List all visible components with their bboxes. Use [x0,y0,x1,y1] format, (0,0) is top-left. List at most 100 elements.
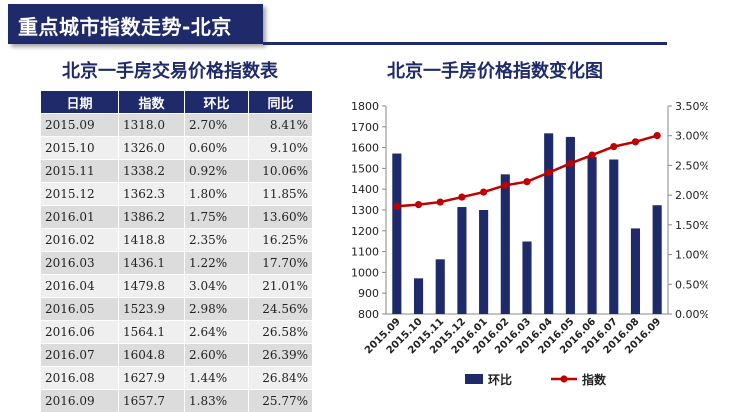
point-index [588,151,596,159]
left-tick-label: 800 [358,308,379,321]
cell-index: 1418.8 [118,228,185,252]
point-index [653,131,661,140]
cell-mom: 2.64% [184,320,249,344]
point-index [414,200,423,209]
left-tick-label: 1200 [351,225,379,238]
right-tick-label: 1.00% [675,249,708,262]
cell-yoy: 13.60% [248,205,313,229]
table-row: 2016.04 1479.8 3.04% 21.01% [40,274,313,298]
right-tick-label: 0.50% [675,278,708,291]
bar-mom [630,228,641,314]
cell-mom: 2.35% [184,228,249,252]
cell-date: 2016.02 [40,228,119,252]
point-index [523,178,531,186]
bar-mom [392,153,402,314]
cell-index: 1657.7 [118,389,185,413]
cell-mom: 0.60% [184,136,249,160]
left-tick-label: 1600 [351,142,379,155]
point-index [545,169,553,177]
title-underline [263,42,667,45]
table-row: 2016.06 1564.1 2.64% 26.58% [40,320,313,344]
cell-index: 1564.1 [118,320,185,344]
chart-container: 800 900 1000 1100 1200 1300 1400 1500 1600 1700 18… [338,92,710,408]
cell-yoy: 16.25% [248,228,313,252]
column-header-index: 指数 [118,90,185,114]
cell-yoy: 11.85% [248,182,313,206]
cell-date: 2016.04 [40,274,119,298]
left-tick-label: 1800 [351,100,379,113]
bar-mom [522,241,532,314]
legend-marker-index [560,375,568,383]
bar-mom [457,207,467,314]
table-row: 2015.09 1318.0 2.70% 8.41% [40,113,313,137]
cell-mom: 1.83% [184,389,249,413]
cell-yoy: 24.56% [248,297,313,321]
cell-yoy: 10.06% [248,159,313,183]
left-tick-label: 1700 [351,121,379,134]
cell-mom: 1.44% [184,366,249,390]
point-index [610,143,618,151]
cell-yoy: 26.39% [248,343,313,367]
cell-yoy: 17.70% [248,251,313,275]
point-index [393,202,401,210]
cell-index: 1326.0 [118,136,185,160]
table-row: 2016.01 1386.2 1.75% 13.60% [40,205,313,229]
point-index [480,188,488,196]
table-row: 2016.05 1523.9 2.98% 24.56% [40,297,313,321]
cell-yoy: 9.10% [248,136,313,160]
cell-mom: 2.98% [184,297,249,321]
left-tick-label: 1100 [351,246,379,259]
cell-index: 1436.1 [118,251,185,275]
legend-label-mom: 环比 [488,372,512,387]
cell-yoy: 26.84% [248,366,313,390]
legend-swatch-mom [465,374,483,384]
point-index [458,193,466,201]
cell-index: 1362.3 [118,182,185,206]
cell-date: 2016.03 [40,251,119,275]
cell-date: 2016.06 [40,320,119,344]
point-index [631,138,640,146]
point-index [566,159,574,168]
cell-date: 2015.09 [40,113,119,137]
left-tick-label: 1300 [351,204,379,217]
cell-index: 1318.0 [118,113,185,137]
table-row: 2016.08 1627.9 1.44% 26.84% [40,366,313,390]
cell-index: 1386.2 [118,205,185,229]
cell-date: 2016.01 [40,205,119,229]
cell-date: 2016.07 [40,343,119,367]
combo-chart: 800 900 1000 1100 1200 1300 1400 1500 1600 1700 18… [351,100,710,387]
cell-mom: 3.04% [184,274,249,298]
cell-mom: 1.22% [184,251,249,275]
column-header-yoy: 同比 [248,90,313,114]
right-tick-label: 3.00% [675,130,708,143]
bar-mom [435,259,445,314]
table-row: 2015.11 1338.2 0.92% 10.06% [40,159,313,183]
right-tick-label: 2.50% [675,159,708,172]
bar-mom [652,205,662,314]
table-body: 2015.09 1318.0 2.70% 8.41% 2015.10 1326.0 0.60… [40,113,313,413]
cell-date: 2016.08 [40,366,119,390]
left-tick-label: 1500 [351,162,379,175]
left-tick-label: 1000 [351,266,379,279]
right-tick-label: 3.50% [675,100,708,113]
bar-mom [609,159,619,314]
table-row: 2015.10 1326.0 0.60% 9.10% [40,136,313,160]
table-row: 2016.03 1436.1 1.22% 17.70% [40,251,313,275]
right-tick-label: 1.50% [675,219,708,232]
cell-mom: 2.70% [184,113,249,137]
right-tick-label: 2.00% [675,189,708,202]
left-tick-label: 1400 [351,183,379,196]
cell-yoy: 26.58% [248,320,313,344]
table-row: 2015.12 1362.3 1.80% 11.85% [40,182,313,206]
cell-mom: 2.60% [184,343,249,367]
cell-index: 1604.8 [118,343,185,367]
page-title: 重点城市指数走势-北京 [18,15,232,39]
bar-mom [479,210,489,314]
cell-mom: 1.80% [184,182,249,206]
cell-yoy: 25.77% [248,389,313,413]
column-header-mom: 环比 [184,90,249,114]
cell-yoy: 8.41% [248,113,313,137]
right-tick-label: 0.00% [675,308,708,321]
cell-index: 1338.2 [118,159,185,183]
chart-title: 北京一手房价格指数变化图 [387,61,603,82]
